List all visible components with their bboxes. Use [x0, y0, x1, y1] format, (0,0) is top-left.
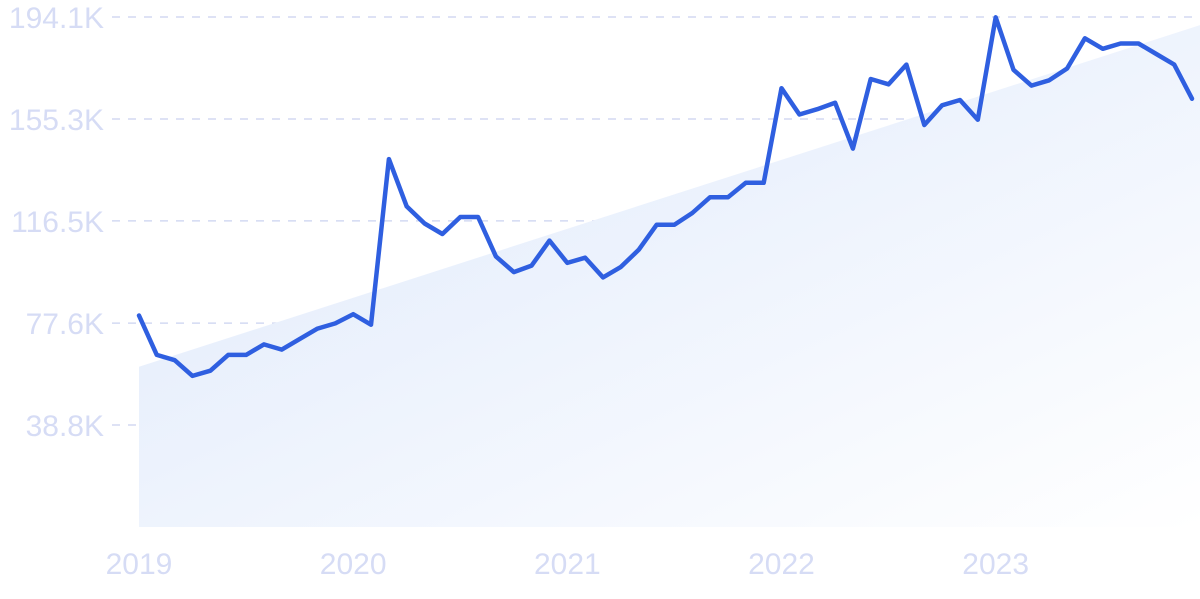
y-tick-label: 116.5K [11, 206, 104, 239]
y-tick-label: 194.1K [9, 2, 104, 35]
y-tick-label: 38.8K [26, 410, 104, 443]
y-axis: 38.8K 77.6K 116.5K 155.3K 194.1K [9, 2, 104, 443]
x-tick-label: 2023 [962, 548, 1029, 581]
series-line-path [136, 15, 1195, 379]
trend-area [139, 25, 1200, 527]
x-tick-label: 2021 [534, 548, 601, 581]
x-tick-label: 2019 [106, 548, 173, 581]
y-tick-label: 155.3K [9, 104, 104, 137]
trend-area-shape [139, 25, 1200, 527]
x-tick-label: 2022 [748, 548, 815, 581]
x-axis: 2019 2020 2021 2022 2023 [106, 548, 1029, 581]
series-line [136, 15, 1195, 379]
x-tick-label: 2020 [320, 548, 387, 581]
y-tick-label: 77.6K [26, 308, 104, 341]
